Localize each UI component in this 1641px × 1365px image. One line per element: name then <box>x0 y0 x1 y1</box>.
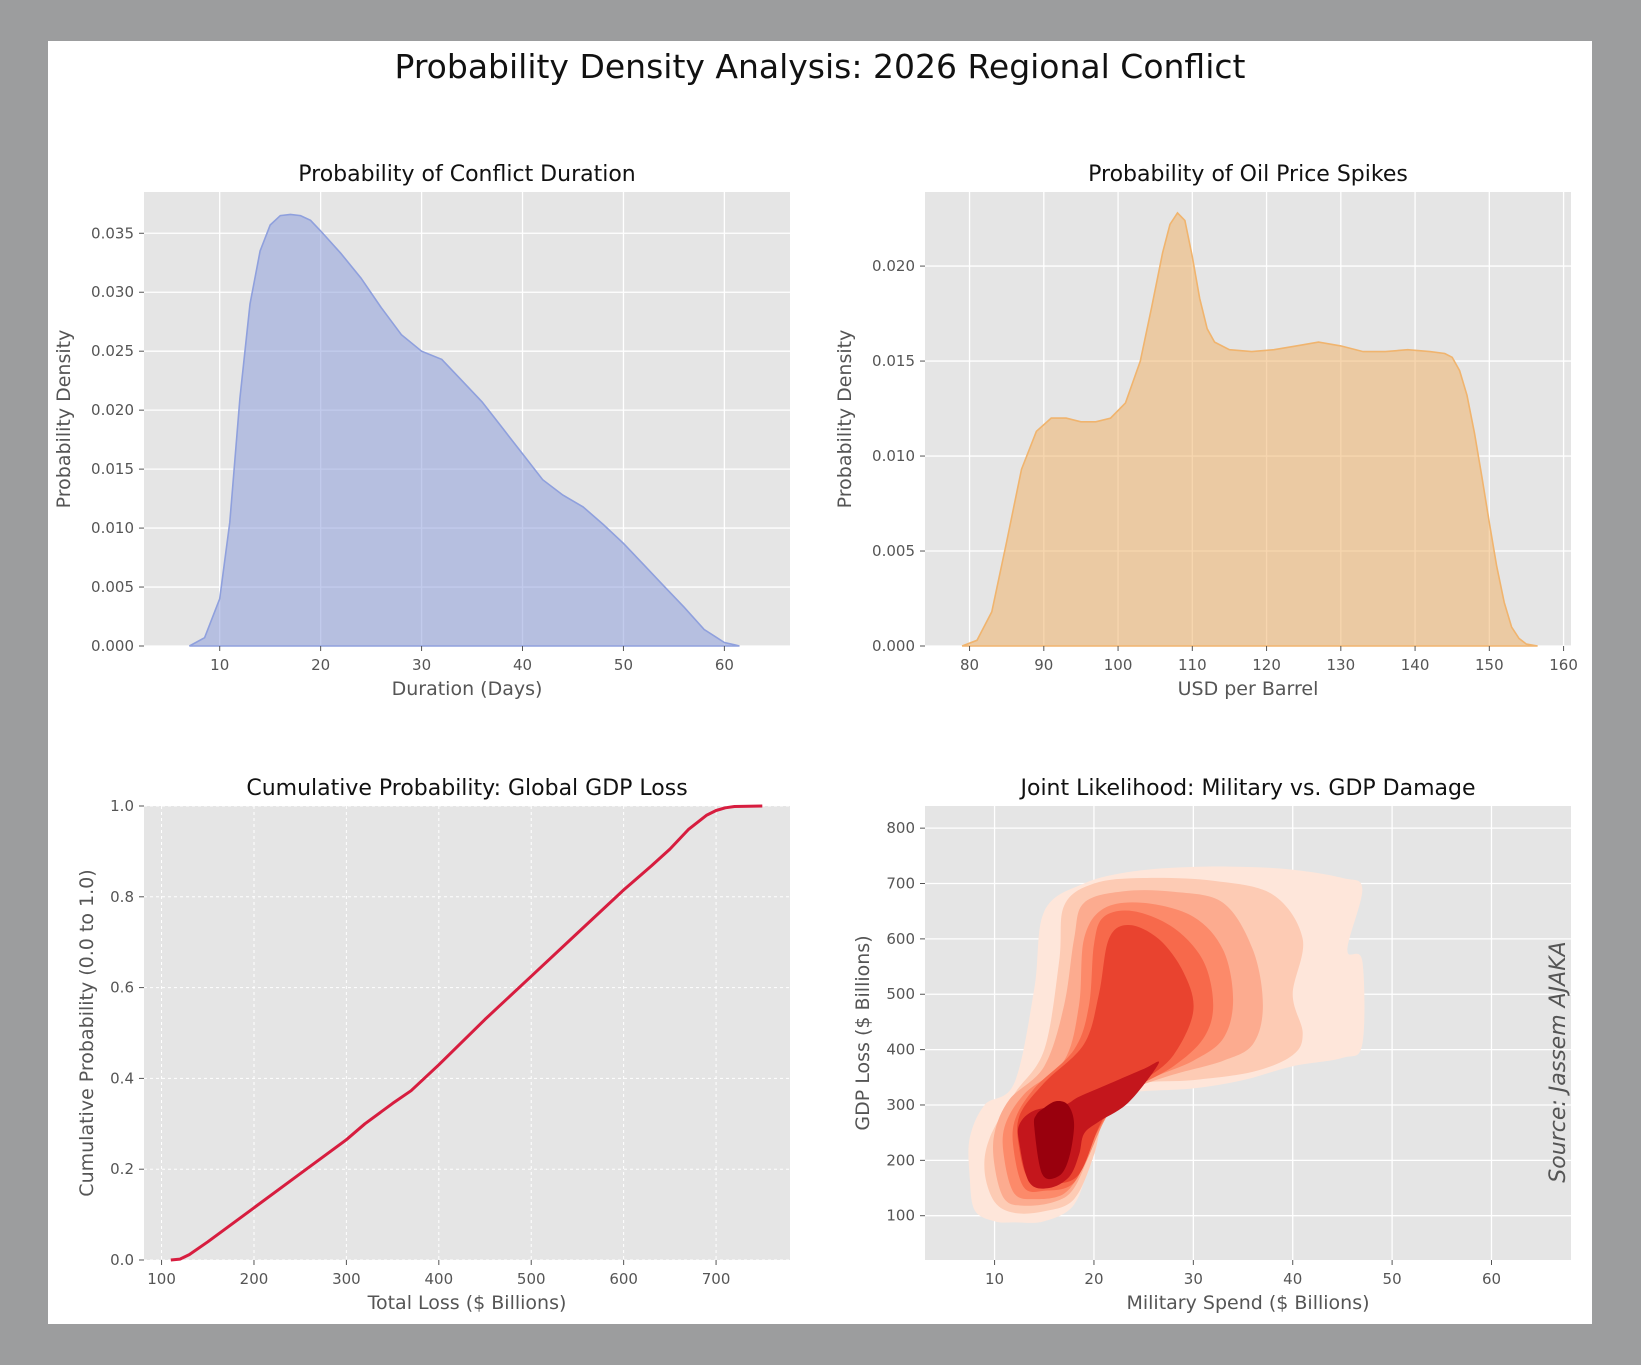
x-tick-label: 50 <box>1383 1270 1402 1288</box>
x-tick-label: 60 <box>715 656 734 674</box>
y-tick-label: 0.8 <box>110 888 134 906</box>
panel-3: 100 200 300 400 500 600 700 0.0 0.2 0.4 0.6 0.8 1.0 C… <box>76 776 790 1314</box>
x-tick-label: 130 <box>1326 656 1355 674</box>
y-tick-label: 0.000 <box>872 637 915 655</box>
x-tick-label: 30 <box>1184 1270 1203 1288</box>
y-tick-label: 0.005 <box>872 542 915 560</box>
y-tick-label: 500 <box>886 985 915 1003</box>
x-tick-label: 60 <box>1482 1270 1501 1288</box>
y-tick-label: 0.000 <box>91 637 134 655</box>
x-tick-label: 80 <box>960 656 979 674</box>
y-tick-label: 400 <box>886 1041 915 1059</box>
x-tick-label: 400 <box>424 1270 453 1288</box>
y-tick-label: 0.035 <box>91 224 134 242</box>
density-area <box>961 211 1538 647</box>
x-tick-label: 30 <box>412 656 431 674</box>
y-tick-label: 0.005 <box>91 578 134 596</box>
x-tick-label: 20 <box>311 656 330 674</box>
y-tick-label: 100 <box>886 1207 915 1225</box>
x-tick-label: 600 <box>609 1270 638 1288</box>
y-tick-label: 0.015 <box>872 352 915 370</box>
y-tick-label: 0.025 <box>91 342 134 360</box>
panel-1: 10 20 30 40 50 60 0.000 0.005 0.010 0.015 0.020 0.0… <box>53 162 790 700</box>
y-tick-label: 0.020 <box>872 257 915 275</box>
x-tick-label: 200 <box>240 1270 269 1288</box>
x-tick-label: 50 <box>614 656 633 674</box>
x-tick-label: 300 <box>332 1270 361 1288</box>
y-axis-label: GDP Loss ($ Billions) <box>852 935 874 1130</box>
figure-title: Probability Density Analysis: 2026 Regio… <box>394 47 1246 86</box>
x-tick-label: 90 <box>1034 656 1053 674</box>
x-tick-label: 700 <box>702 1270 731 1288</box>
y-tick-label: 300 <box>886 1096 915 1114</box>
y-axis-label: Probability Density <box>834 330 856 509</box>
panel-title: Joint Likelihood: Military vs. GDP Damag… <box>1019 776 1476 801</box>
y-tick-label: 1.0 <box>110 797 134 815</box>
x-axis-label: Military Spend ($ Billions) <box>1126 1292 1369 1314</box>
y-tick-label: 0.010 <box>91 519 134 537</box>
x-tick-label: 40 <box>1283 1270 1302 1288</box>
y-tick-label: 700 <box>886 875 915 893</box>
x-tick-label: 500 <box>517 1270 546 1288</box>
x-axis-label: USD per Barrel <box>1178 678 1319 700</box>
panel-title: Probability of Conflict Duration <box>298 162 636 187</box>
x-tick-label: 120 <box>1252 656 1281 674</box>
x-axis-label: Total Loss ($ Billions) <box>367 1292 567 1314</box>
x-tick-label: 160 <box>1549 656 1578 674</box>
y-tick-label: 0.2 <box>110 1160 134 1178</box>
x-tick-label: 100 <box>1104 656 1133 674</box>
y-tick-label: 200 <box>886 1151 915 1169</box>
panel-title: Probability of Oil Price Spikes <box>1088 162 1408 187</box>
x-tick-label: 140 <box>1401 656 1430 674</box>
x-tick-label: 150 <box>1475 656 1504 674</box>
x-tick-label: 100 <box>147 1270 176 1288</box>
y-tick-label: 600 <box>886 930 915 948</box>
contour-level-8 <box>1033 1100 1075 1180</box>
y-tick-label: 0.6 <box>110 979 134 997</box>
cdf-line <box>170 804 763 1262</box>
y-tick-label: 800 <box>886 819 915 837</box>
x-tick-label: 40 <box>513 656 532 674</box>
x-tick-label: 10 <box>210 656 229 674</box>
source-annotation: Source: Jassem AJAKA <box>1546 941 1571 1182</box>
x-axis-label: Duration (Days) <box>392 678 543 700</box>
density-area <box>189 213 740 647</box>
figure: Probability Density Analysis: 2026 Regio… <box>48 41 1592 1324</box>
y-tick-label: 0.030 <box>91 283 134 301</box>
y-tick-label: 0.015 <box>91 460 134 478</box>
chart-canvas: 10 20 30 40 50 600.0000.0050.0100.0150.0200.0… <box>53 162 1578 1314</box>
x-tick-label: 10 <box>985 1270 1004 1288</box>
x-tick-label: 20 <box>1084 1270 1103 1288</box>
x-tick-label: 110 <box>1178 656 1207 674</box>
y-axis-label: Probability Density <box>53 330 75 509</box>
y-tick-label: 0.020 <box>91 401 134 419</box>
plot-area <box>144 806 790 1260</box>
panel-title: Cumulative Probability: Global GDP Loss <box>246 776 687 801</box>
y-tick-label: 0.4 <box>110 1069 134 1087</box>
panel-4: 10 20 30 40 50 60 100 200 300 400 500 600 700 800 Join… <box>852 776 1571 1314</box>
y-tick-label: 0.010 <box>872 447 915 465</box>
panel-2: 80 90 100 110 120 130 140 150 160 0.000 0.005 0.010… <box>834 162 1578 700</box>
y-tick-label: 0.0 <box>110 1251 134 1269</box>
y-axis-label: Cumulative Probability (0.0 to 1.0) <box>76 869 98 1196</box>
